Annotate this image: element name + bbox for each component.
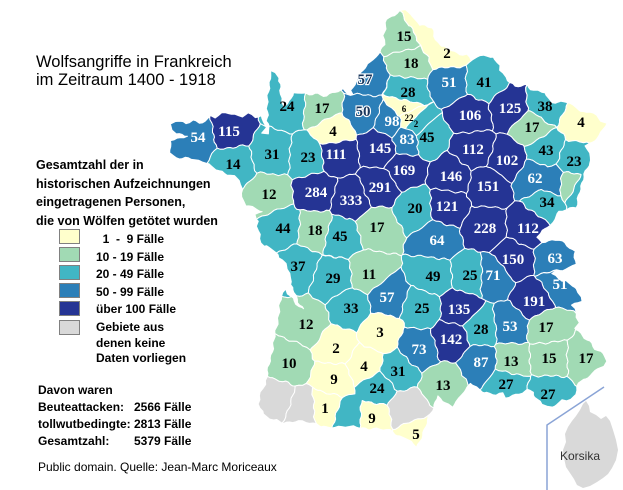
svg-text:17: 17 <box>315 101 331 117</box>
svg-text:25: 25 <box>415 301 430 317</box>
svg-text:4: 4 <box>577 115 585 131</box>
svg-text:9: 9 <box>330 372 338 388</box>
svg-text:111: 111 <box>326 147 347 163</box>
svg-text:28: 28 <box>401 85 416 101</box>
svg-text:17: 17 <box>539 320 555 336</box>
svg-text:12: 12 <box>262 187 277 203</box>
svg-text:34: 34 <box>540 195 556 211</box>
svg-text:150: 150 <box>502 252 525 268</box>
svg-text:24: 24 <box>280 99 296 115</box>
svg-text:112: 112 <box>517 221 539 237</box>
svg-text:50: 50 <box>356 104 371 120</box>
svg-text:284: 284 <box>305 185 328 201</box>
svg-text:145: 145 <box>369 141 392 157</box>
svg-text:169: 169 <box>393 163 416 179</box>
svg-text:25: 25 <box>463 268 478 284</box>
svg-text:10: 10 <box>282 356 297 372</box>
svg-text:38: 38 <box>538 99 553 115</box>
svg-text:33: 33 <box>344 301 359 317</box>
svg-text:87: 87 <box>474 355 490 371</box>
svg-text:23: 23 <box>301 150 316 166</box>
svg-text:17: 17 <box>370 220 386 236</box>
svg-text:53: 53 <box>503 319 518 335</box>
svg-text:1: 1 <box>321 401 329 417</box>
svg-text:146: 146 <box>440 169 463 185</box>
svg-text:125: 125 <box>499 101 522 117</box>
svg-text:29: 29 <box>326 271 341 287</box>
svg-text:18: 18 <box>308 223 323 239</box>
svg-text:4: 4 <box>329 124 337 140</box>
svg-text:13: 13 <box>504 354 519 370</box>
svg-text:64: 64 <box>430 233 446 249</box>
svg-text:191: 191 <box>523 294 546 310</box>
svg-text:2: 2 <box>332 341 340 357</box>
svg-text:57: 57 <box>358 72 374 88</box>
svg-text:4: 4 <box>360 359 368 375</box>
svg-text:102: 102 <box>496 153 519 169</box>
svg-text:22: 22 <box>405 113 415 123</box>
svg-text:41: 41 <box>477 75 492 91</box>
svg-text:27: 27 <box>499 377 515 393</box>
svg-text:63: 63 <box>548 251 563 267</box>
svg-text:106: 106 <box>459 108 482 124</box>
svg-text:2: 2 <box>414 119 419 129</box>
svg-text:62: 62 <box>528 171 543 187</box>
svg-text:112: 112 <box>462 142 484 158</box>
svg-text:5: 5 <box>412 427 420 443</box>
svg-text:2: 2 <box>443 46 451 62</box>
svg-text:98: 98 <box>385 114 400 130</box>
svg-text:73: 73 <box>412 342 427 358</box>
svg-text:31: 31 <box>391 364 406 380</box>
svg-text:142: 142 <box>440 332 463 348</box>
svg-text:12: 12 <box>299 317 314 333</box>
svg-text:57: 57 <box>380 290 396 306</box>
svg-text:17: 17 <box>579 351 595 367</box>
svg-text:18: 18 <box>404 56 419 72</box>
svg-text:14: 14 <box>226 157 242 173</box>
svg-text:83: 83 <box>400 132 415 148</box>
svg-text:291: 291 <box>369 180 392 196</box>
svg-text:15: 15 <box>397 29 412 45</box>
svg-text:27: 27 <box>541 387 557 403</box>
svg-text:9: 9 <box>368 411 376 427</box>
svg-text:333: 333 <box>340 193 363 209</box>
svg-text:11: 11 <box>362 267 376 283</box>
svg-text:228: 228 <box>474 221 497 237</box>
svg-text:51: 51 <box>442 75 457 91</box>
svg-text:71: 71 <box>486 268 501 284</box>
svg-text:135: 135 <box>448 302 471 318</box>
svg-text:6: 6 <box>402 104 407 114</box>
svg-text:28: 28 <box>474 322 489 338</box>
svg-text:43: 43 <box>539 143 554 159</box>
svg-text:45: 45 <box>333 229 348 245</box>
svg-text:45: 45 <box>420 130 435 146</box>
svg-text:17: 17 <box>525 120 541 136</box>
svg-text:49: 49 <box>426 269 441 285</box>
svg-text:115: 115 <box>218 124 240 140</box>
svg-text:20: 20 <box>408 201 423 217</box>
svg-text:37: 37 <box>291 259 307 275</box>
svg-text:51: 51 <box>553 277 568 293</box>
svg-text:151: 151 <box>477 179 500 195</box>
svg-text:13: 13 <box>436 378 451 394</box>
svg-text:23: 23 <box>567 154 582 170</box>
svg-text:3: 3 <box>376 325 384 341</box>
svg-text:24: 24 <box>370 381 386 397</box>
svg-text:44: 44 <box>276 221 292 237</box>
svg-text:121: 121 <box>436 199 459 215</box>
svg-text:54: 54 <box>191 130 207 146</box>
svg-text:15: 15 <box>542 351 557 367</box>
svg-text:31: 31 <box>265 147 280 163</box>
